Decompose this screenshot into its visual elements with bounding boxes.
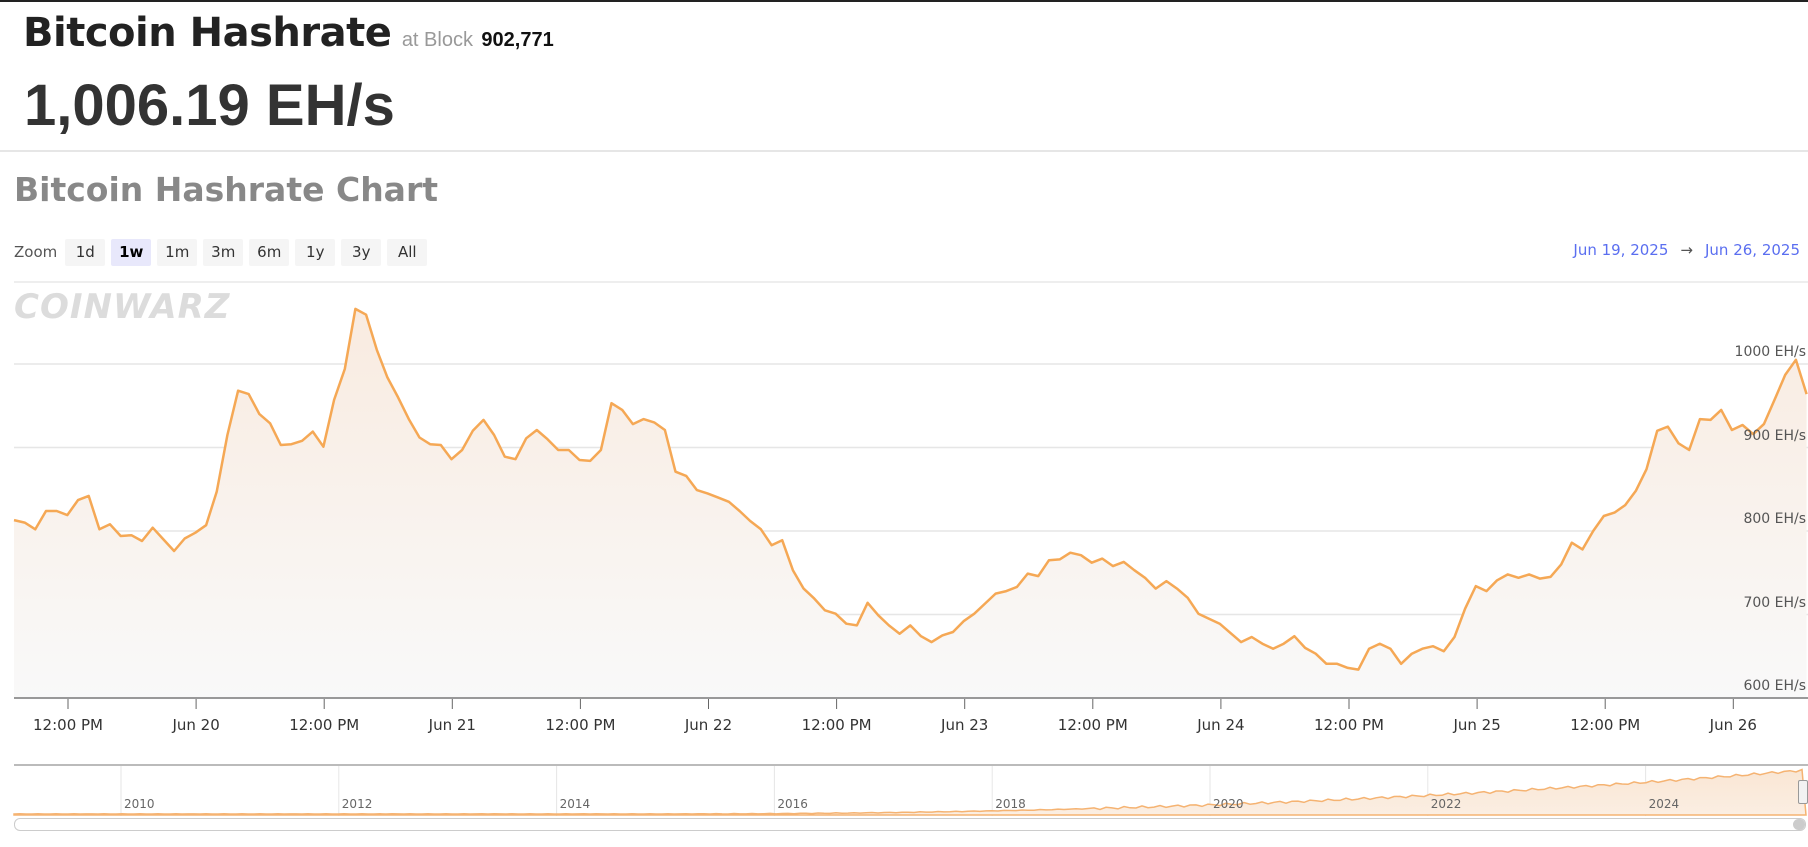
navigator-scrollbar[interactable] [14, 818, 1806, 831]
block-height: 902,771 [481, 29, 554, 51]
x-ticks [67, 699, 1734, 709]
x-tick-label: Jun 22 [684, 716, 733, 734]
range-from-date[interactable]: Jun 19, 2025 [1573, 241, 1669, 259]
range-to-date[interactable]: Jun 26, 2025 [1704, 241, 1800, 259]
zoom-button-3y[interactable]: 3y [341, 238, 382, 266]
y-tick-label: 600 EH/s [1743, 678, 1806, 694]
current-hashrate-value: 1,006.19 EH/s [24, 73, 395, 138]
x-tick-label: 12:00 PM [801, 716, 872, 734]
x-tick-label: 12:00 PM [545, 716, 616, 734]
zoom-button-1w[interactable]: 1w [111, 238, 152, 266]
navigator-series [13, 768, 1807, 816]
x-tick-label: Jun 23 [941, 716, 989, 734]
x-tick-label: Jun 25 [1453, 716, 1501, 734]
x-tick-label: 12:00 PM [289, 716, 360, 734]
zoom-button-1d[interactable]: 1d [65, 238, 106, 266]
zoom-selector: Zoom 1d 1w 1m 3m 6m 1y 3y All [14, 238, 433, 266]
page-header: Bitcoin Hashrate at Block 902,771 [23, 10, 554, 56]
navigator-year-label: 2016 [777, 797, 808, 811]
zoom-button-6m[interactable]: 6m [249, 238, 290, 266]
navigator-year-label: 2022 [1430, 797, 1462, 811]
zoom-button-1y[interactable]: 1y [295, 238, 336, 266]
zoom-button-all[interactable]: All [387, 238, 428, 266]
y-tick-label: 1000 EH/s [1734, 344, 1806, 360]
x-tick-label: Jun 26 [1709, 716, 1757, 734]
x-tick-label: Jun 21 [428, 716, 476, 734]
zoom-label: Zoom [14, 243, 58, 261]
navigator-year-label: 2010 [124, 797, 155, 811]
y-tick-label: 800 EH/s [1743, 511, 1806, 527]
area-fill [14, 308, 1807, 698]
navigator[interactable] [14, 764, 1808, 818]
navigator-year-label: 2024 [1648, 797, 1680, 811]
hashrate-line [13, 307, 1808, 671]
navigator-year-label: 2012 [341, 797, 373, 811]
chart-title: Bitcoin Hashrate Chart [14, 170, 439, 209]
x-tick-label: Jun 24 [1197, 716, 1245, 734]
navigator-year-label: 2020 [1213, 797, 1244, 811]
navigator-handle[interactable] [1798, 780, 1808, 804]
x-tick-label: 12:00 PM [1570, 716, 1641, 734]
navigator-year-label: 2018 [995, 797, 1026, 811]
x-tick-label: 12:00 PM [1314, 716, 1384, 734]
range-arrow-icon: → [1680, 241, 1693, 259]
plot-top-border [14, 281, 1808, 283]
header-divider [0, 150, 1808, 152]
date-range: Jun 19, 2025 → Jun 26, 2025 [1573, 241, 1800, 259]
x-tick-label: Jun 20 [172, 716, 220, 734]
scrollbar-thumb[interactable] [1793, 819, 1805, 830]
x-tick-label: 12:00 PM [1057, 716, 1128, 734]
y-tick-label: 900 EH/s [1743, 427, 1806, 444]
page-title: Bitcoin Hashrate [23, 10, 392, 56]
at-block-label: at Block [401, 29, 473, 51]
y-tick-label: 700 EH/s [1743, 594, 1806, 611]
x-tick-label: 12:00 PM [33, 716, 103, 734]
coinwarz-watermark: COINWARZ [14, 287, 231, 327]
navigator-year-label: 2014 [559, 797, 591, 811]
zoom-button-3m[interactable]: 3m [203, 238, 244, 266]
zoom-button-1m[interactable]: 1m [157, 238, 198, 266]
